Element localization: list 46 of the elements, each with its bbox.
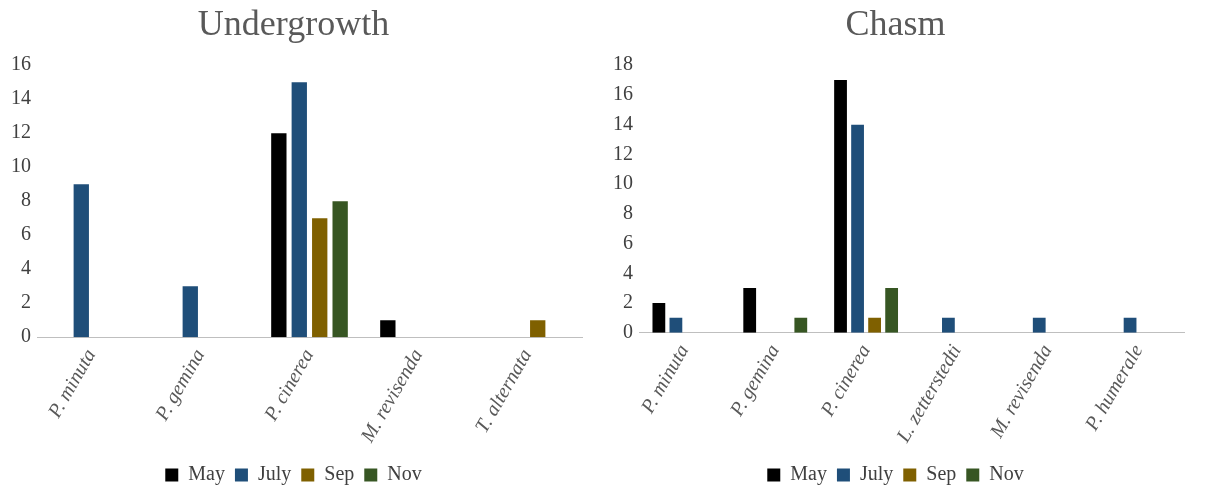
bar bbox=[885, 288, 899, 333]
y-tick-label: 2 bbox=[623, 290, 633, 313]
y-tick-label: 8 bbox=[623, 201, 633, 224]
y-tick-label: 0 bbox=[623, 319, 633, 342]
legend-label: July bbox=[257, 462, 292, 486]
bar bbox=[834, 80, 847, 333]
y-tick-label: 12 bbox=[11, 120, 31, 143]
y-tick-label: 10 bbox=[613, 171, 633, 194]
y-tick-label: 14 bbox=[613, 111, 633, 134]
y-tick-label: 4 bbox=[623, 260, 633, 283]
legend-label: Sep bbox=[926, 462, 957, 486]
legend-label: Nov bbox=[989, 462, 1024, 485]
y-tick-label: 18 bbox=[613, 52, 633, 75]
y-tick-label: 6 bbox=[623, 230, 633, 253]
bar bbox=[851, 124, 864, 333]
y-tick-label: 16 bbox=[11, 52, 31, 75]
bar bbox=[271, 133, 287, 338]
legend-label: Nov bbox=[387, 462, 422, 485]
chart-title: Undergrowth bbox=[197, 3, 390, 44]
legend-label: Sep bbox=[324, 462, 355, 486]
bar bbox=[1032, 317, 1046, 333]
bar bbox=[652, 302, 666, 333]
legend-label: May bbox=[188, 462, 225, 486]
bar bbox=[743, 288, 757, 333]
y-tick-label: 10 bbox=[11, 154, 31, 177]
y-tick-label: 2 bbox=[21, 290, 31, 313]
bar bbox=[942, 317, 955, 333]
bar bbox=[182, 286, 198, 338]
bar bbox=[868, 317, 881, 333]
bar bbox=[794, 317, 808, 333]
bar bbox=[312, 218, 328, 338]
bar bbox=[291, 82, 307, 338]
bar bbox=[380, 320, 396, 338]
y-tick-label: 6 bbox=[21, 222, 31, 245]
bar bbox=[73, 184, 89, 338]
bar bbox=[530, 320, 546, 338]
legend-label: May bbox=[790, 462, 827, 486]
y-tick-label: 8 bbox=[21, 188, 31, 211]
bar bbox=[332, 201, 348, 338]
y-tick-label: 4 bbox=[21, 256, 31, 279]
y-tick-label: 16 bbox=[613, 82, 633, 105]
y-tick-label: 12 bbox=[613, 141, 633, 164]
y-tick-label: 0 bbox=[21, 324, 31, 347]
legend-label: July bbox=[859, 462, 894, 486]
chart-title: Chasm bbox=[845, 3, 946, 44]
y-tick-label: 14 bbox=[11, 86, 31, 109]
